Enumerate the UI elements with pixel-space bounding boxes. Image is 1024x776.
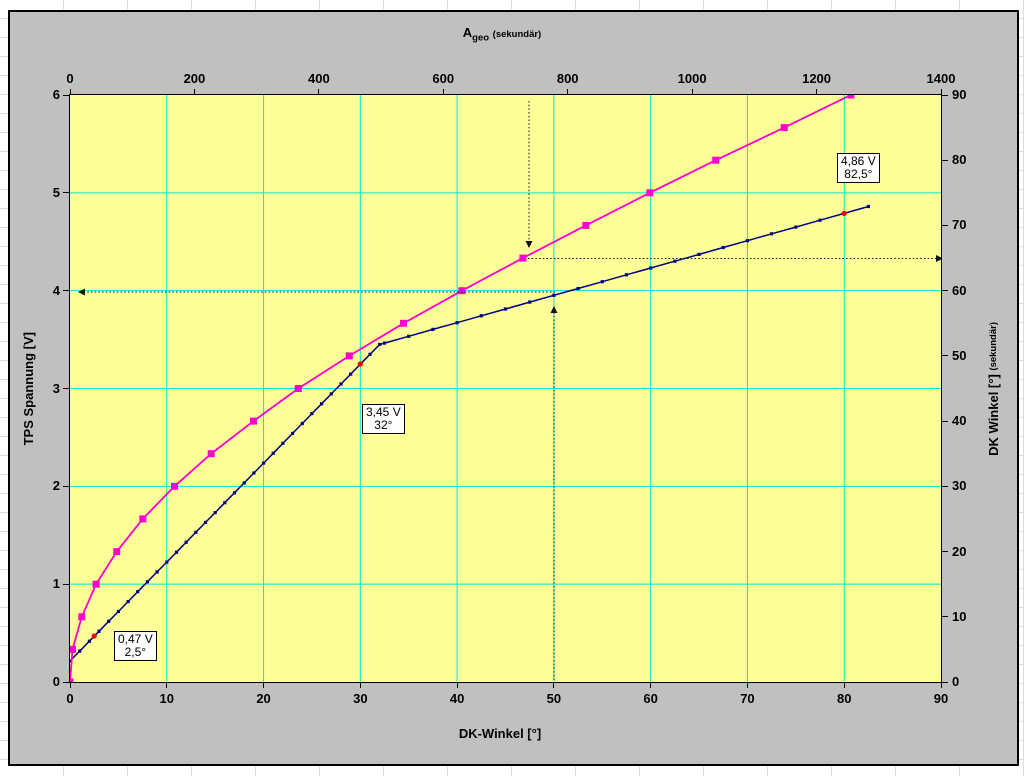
left-axis-tick [63, 681, 69, 683]
right-axis-tick [942, 616, 948, 618]
right-axis-tick [942, 551, 948, 553]
bottom-axis-tick-label: 0 [66, 691, 74, 706]
top-axis-tick-label: 1200 [802, 71, 832, 86]
right-axis-tick-label: 50 [952, 347, 967, 363]
bottom-axis-tick-label: 30 [353, 691, 368, 706]
left-axis-tick-label: 6 [52, 87, 60, 102]
bottom-axis-tick-label: 10 [159, 691, 174, 706]
bottom-axis-tick [263, 683, 265, 688]
right-axis-tick-label: 90 [952, 87, 967, 102]
right-axis-tick-label: 30 [952, 478, 967, 494]
top-axis-tick [193, 89, 195, 94]
guide-arrows [78, 101, 941, 680]
top-axis-tick-label: 1000 [677, 71, 707, 86]
top-axis-tick [69, 89, 71, 94]
left-axis-tick-label: 1 [52, 576, 60, 592]
top-axis-title-main: A [462, 25, 473, 40]
annotation-line: 4,86 V [841, 154, 876, 168]
bottom-axis-tick-label: 60 [643, 691, 658, 706]
annotation-line: 0,47 V [118, 632, 153, 646]
top-axis-title-unit: (sekundär) [492, 29, 542, 40]
left-axis-tick-label: 2 [52, 478, 60, 494]
right-axis-tick [942, 94, 948, 96]
bottom-axis-tick [650, 683, 652, 688]
bottom-axis-tick [843, 683, 845, 688]
right-axis-tick [942, 355, 948, 357]
left-axis-tick [63, 94, 69, 96]
plot-area[interactable] [69, 94, 942, 683]
bottom-axis-tick [746, 683, 748, 688]
right-axis-tick-label: 40 [952, 413, 967, 429]
right-axis-tick-label: 0 [952, 674, 960, 689]
top-axis-tick-label: 1400 [926, 71, 956, 86]
left-axis-tick-label: 4 [52, 282, 60, 298]
top-axis-tick-label: 200 [183, 71, 206, 86]
bottom-axis-title: DK-Winkel [°] [458, 726, 542, 741]
left-axis-tick [63, 583, 69, 585]
left-axis-tick-label: 5 [52, 184, 60, 200]
left-axis-tick [63, 388, 69, 389]
top-axis-tick-label: 800 [556, 71, 579, 86]
left-axis-tick [63, 290, 69, 292]
top-axis-tick [940, 89, 942, 94]
right-axis-tick [942, 485, 948, 487]
right-axis-tick-label: 20 [952, 543, 967, 559]
right-axis-title: DK Winkel [°] (sekundär) [985, 321, 1001, 456]
bottom-axis-tick [456, 683, 458, 688]
bottom-axis-tick-label: 40 [449, 691, 465, 706]
left-axis-tick-label: 3 [52, 380, 60, 396]
left-axis-tick-label: 0 [52, 674, 60, 689]
top-axis-tick [816, 89, 818, 94]
left-axis-tick [63, 485, 69, 487]
top-axis-title-sub: geo [472, 32, 490, 44]
gridlines [70, 95, 941, 682]
bottom-axis-tick-label: 20 [256, 691, 271, 706]
right-axis-tick-label: 80 [952, 152, 967, 168]
chart-object[interactable]: Ageo (sekundär) DK-Winkel [°] TPS Spannu… [8, 10, 1019, 766]
series-tps-line [70, 204, 870, 663]
right-axis-tick [942, 681, 948, 683]
bottom-axis-tick-label: 50 [546, 691, 562, 706]
bottom-axis-tick-label: 90 [933, 691, 949, 706]
annotation-line: 2,5° [124, 645, 147, 659]
plot-canvas [70, 95, 941, 682]
top-axis-tick-label: 0 [66, 71, 74, 86]
top-axis-tick [442, 89, 444, 94]
top-axis-tick-label: 600 [432, 71, 455, 86]
highlight-points [91, 210, 847, 639]
top-axis-tick [567, 89, 569, 94]
right-axis-tick [942, 420, 948, 422]
right-axis-tick [942, 159, 948, 161]
annotation-line: 82,5° [844, 167, 873, 181]
bottom-axis-tick [940, 683, 942, 688]
top-axis-title: Ageo (sekundär) [402, 25, 602, 44]
top-axis-tick [318, 89, 320, 94]
annotation-box[interactable]: 0,47 V 2,5° [114, 631, 157, 661]
right-axis-tick [942, 290, 948, 292]
annotation-line: 3,45 V [366, 405, 401, 419]
bottom-axis-tick [166, 683, 168, 688]
top-axis-tick [691, 89, 693, 94]
bottom-axis-tick [69, 683, 71, 688]
bottom-axis-tick [553, 683, 555, 688]
annotation-line: 32° [374, 418, 393, 432]
right-axis-tick [942, 224, 948, 226]
left-axis-tick [63, 192, 69, 194]
right-axis-tick-label: 10 [952, 608, 967, 624]
right-axis-tick-label: 70 [952, 217, 967, 233]
annotation-box[interactable]: 4,86 V 82,5° [837, 153, 880, 183]
bottom-axis-tick [359, 683, 361, 688]
annotation-box[interactable]: 3,45 V 32° [362, 404, 405, 434]
right-axis-tick-label: 60 [952, 282, 967, 298]
series-ageo-line [70, 95, 855, 682]
top-axis-tick-label: 400 [307, 71, 330, 86]
bottom-axis-tick-label: 70 [740, 691, 755, 706]
bottom-axis-tick-label: 80 [836, 691, 852, 706]
